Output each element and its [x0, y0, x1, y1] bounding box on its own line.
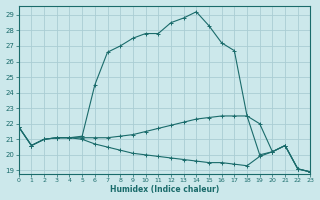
X-axis label: Humidex (Indice chaleur): Humidex (Indice chaleur)	[110, 185, 219, 194]
